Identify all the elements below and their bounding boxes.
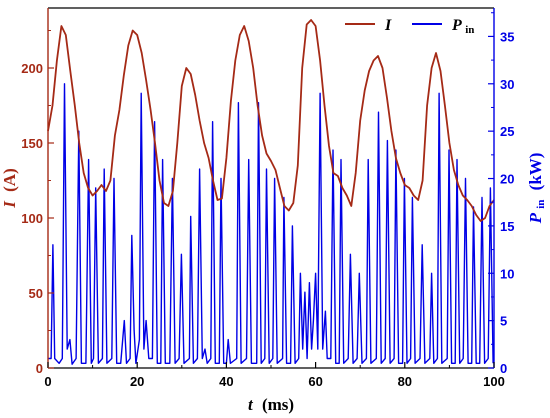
y-right-axis-var: P [526,212,545,224]
legend-label-pin-sub: in [465,24,474,36]
y-left-tick-label: 50 [29,286,43,301]
y-right-tick-label: 20 [500,172,514,187]
y-left-tick-label: 100 [21,211,43,226]
y-right-ticks: 0 5 10 15 20 25 30 35 [488,12,514,376]
x-tick-label: 20 [130,374,144,389]
x-tick-label: 40 [219,374,233,389]
y-left-axis-title: I (A) [0,168,19,208]
legend-label-i: I [384,17,392,34]
series-line-i [47,19,495,222]
legend-label-pin: P in [451,17,474,36]
y-left-axis-unit: (A) [0,168,19,192]
x-tick-label: 80 [398,374,412,389]
y-left-tick-label: 150 [21,136,43,151]
x-tick-label: 60 [308,374,322,389]
x-tick-label: 100 [483,374,505,389]
series-line-pin [48,83,494,365]
y-right-axis-title: P in (kW) [526,153,547,225]
x-axis-var: t [248,395,254,414]
y-right-tick-label: 5 [500,314,507,329]
y-right-axis-sub: in [535,200,547,209]
y-right-tick-label: 10 [500,266,514,281]
axes: 0 20 40 60 80 100 0 50 100 150 200 0 5 10 15 20 25 30 35 [21,7,514,389]
y-right-tick-label: 0 [500,361,507,376]
y-right-axis-unit: (kW) [526,153,545,191]
plot-area [47,19,495,365]
y-left-axis-var: I [0,200,19,209]
axis-titles: t (ms) I (A) P in (kW) [0,153,547,414]
x-axis-title: t (ms) [248,395,294,414]
legend: I P in [345,17,474,36]
y-right-tick-label: 15 [500,219,514,234]
y-left-tick-label: 0 [36,361,43,376]
y-right-tick-label: 30 [500,77,514,92]
x-tick-label: 0 [44,374,51,389]
x-axis-unit: (ms) [262,395,294,414]
x-ticks: 0 20 40 60 80 100 [44,362,505,389]
y-right-tick-label: 35 [500,29,514,44]
y-left-tick-label: 200 [21,61,43,76]
legend-label-pin-var: P [451,17,462,34]
y-right-tick-label: 25 [500,124,514,139]
y-left-ticks: 0 50 100 150 200 [21,30,54,376]
